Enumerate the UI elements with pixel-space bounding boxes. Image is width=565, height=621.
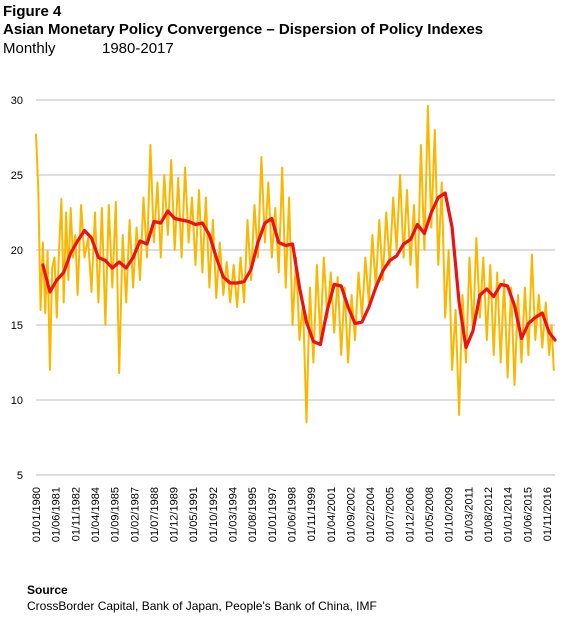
y-axis-ticks: 5 10 15 20 25 30 xyxy=(11,95,23,482)
series-lines xyxy=(35,105,557,424)
chart-subtitle: Monthly 1980-2017 xyxy=(3,40,174,57)
x-tick-label: 01/11/1982 xyxy=(70,487,82,541)
source-label: Source xyxy=(27,583,68,597)
period-label: 1980-2017 xyxy=(102,40,174,57)
y-tick-label: 30 xyxy=(11,95,23,107)
x-tick-label: 01/02/2004 xyxy=(365,487,377,542)
x-tick-label: 01/06/1998 xyxy=(287,487,299,542)
y-tick-label: 5 xyxy=(17,470,23,482)
x-tick-label: 01/08/2012 xyxy=(483,487,495,542)
x-tick-label: 01/01/1980 xyxy=(31,487,43,542)
x-tick-label: 01/06/2015 xyxy=(522,487,534,542)
x-tick-label: 01/07/1988 xyxy=(149,487,161,542)
x-tick-label: 01/09/1985 xyxy=(110,487,122,542)
smoothed-trend-line xyxy=(41,191,557,350)
raw-dispersion-line xyxy=(35,105,555,424)
x-tick-label: 01/02/1987 xyxy=(129,487,141,542)
y-tick-label: 20 xyxy=(11,245,23,257)
x-tick-label: 01/10/2009 xyxy=(444,487,456,542)
x-tick-label: 01/12/1989 xyxy=(169,487,181,542)
y-tick-label: 25 xyxy=(11,170,23,182)
x-tick-label: 01/06/1981 xyxy=(51,487,63,542)
x-tick-label: 01/07/2005 xyxy=(385,487,397,542)
x-tick-label: 01/04/1984 xyxy=(90,487,102,542)
x-tick-label: 01/08/1995 xyxy=(247,487,259,542)
x-tick-label: 01/11/1999 xyxy=(306,487,318,541)
policy-dispersion-chart: 5 10 15 20 25 30 01/01/1980 01/06/1981 01/11/19… xyxy=(11,95,557,542)
x-tick-label: 01/11/2016 xyxy=(542,487,554,541)
x-tick-label: 01/12/2006 xyxy=(404,487,416,542)
x-tick-label: 01/05/1991 xyxy=(188,487,200,542)
x-tick-label: 01/03/1994 xyxy=(228,487,240,542)
x-tick-label: 01/09/2002 xyxy=(345,487,357,542)
chart-title: Asian Monetary Policy Convergence – Disp… xyxy=(3,21,484,38)
figure-label: Figure 4 xyxy=(3,3,62,20)
frequency-label: Monthly xyxy=(3,40,56,57)
x-tick-label: 01/03/2011 xyxy=(463,487,475,541)
x-tick-label: 01/10/1992 xyxy=(208,487,220,542)
y-tick-label: 15 xyxy=(11,320,23,332)
x-tick-label: 01/04/2001 xyxy=(326,487,338,542)
source-text: CrossBorder Capital, Bank of Japan, Peop… xyxy=(27,599,377,613)
y-tick-label: 10 xyxy=(11,395,23,407)
x-axis-ticks: 01/01/1980 01/06/1981 01/11/1982 01/04/1984… xyxy=(31,487,554,542)
x-tick-label: 01/01/1997 xyxy=(267,487,279,542)
x-tick-label: 01/05/2008 xyxy=(424,487,436,542)
x-tick-label: 01/01/2014 xyxy=(503,487,515,542)
